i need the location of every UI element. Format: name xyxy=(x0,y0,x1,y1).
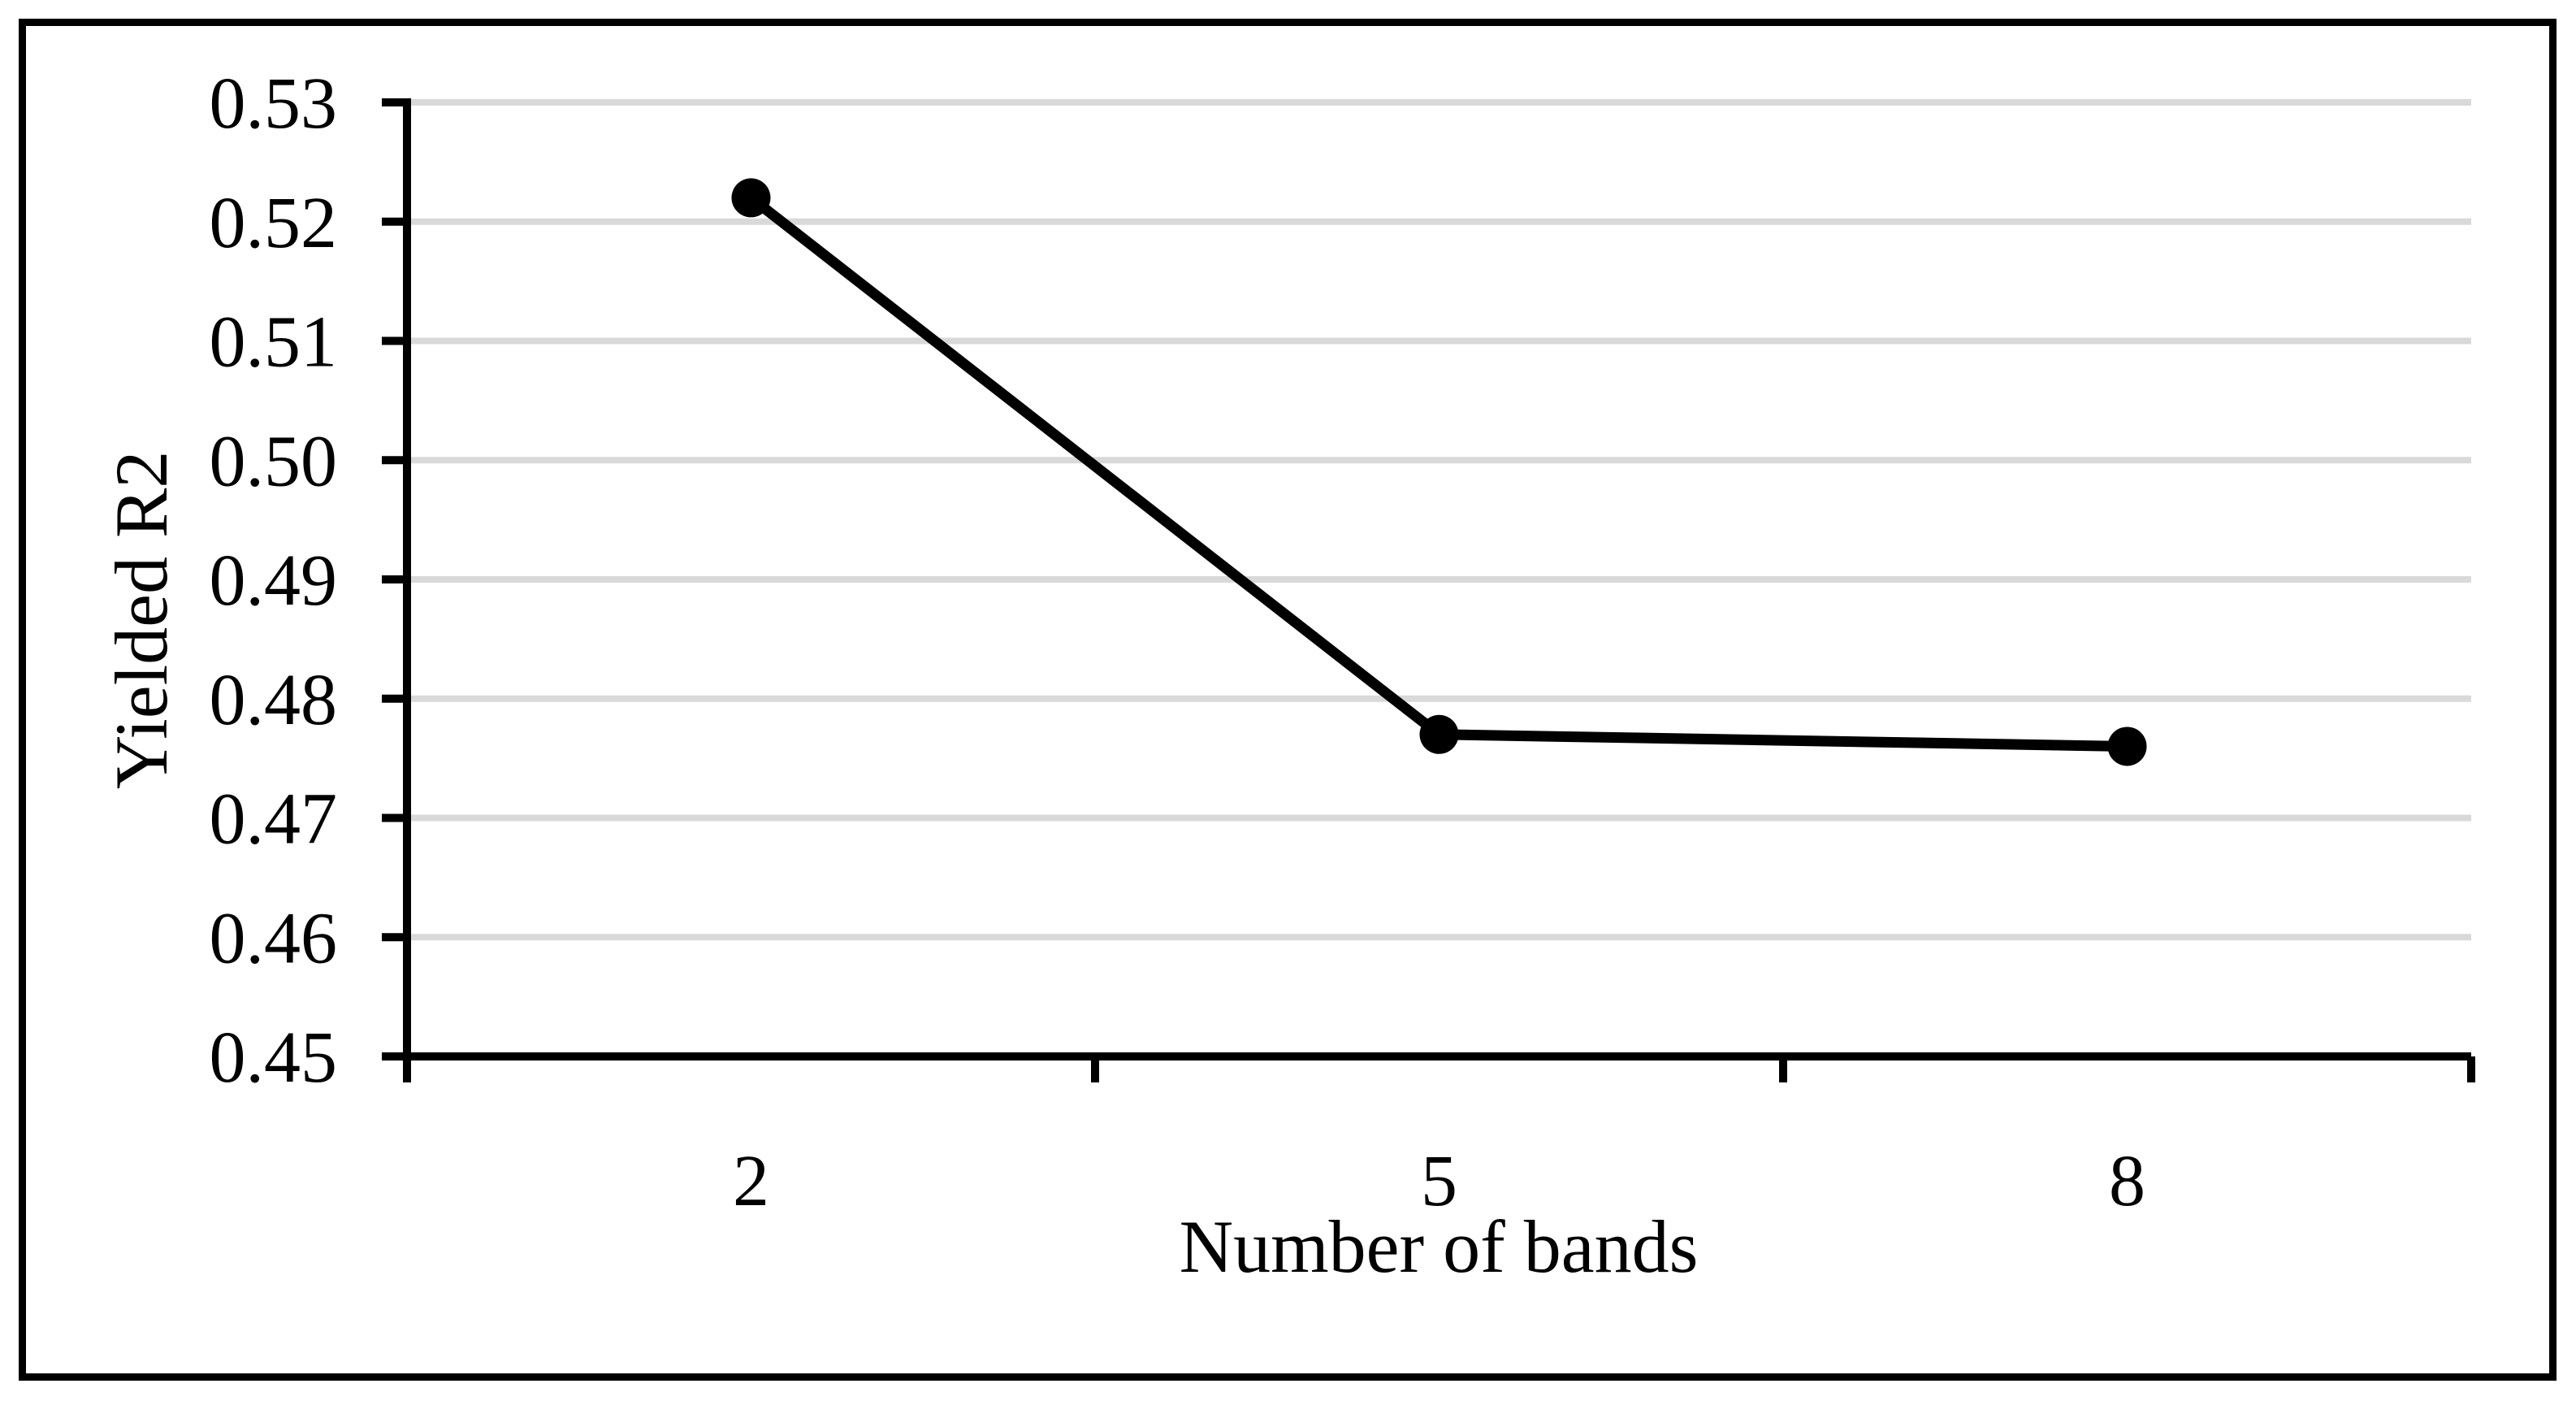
x-tick-label: 2 xyxy=(733,1141,769,1221)
series-line xyxy=(747,193,2128,752)
y-tick-label: 0.52 xyxy=(210,183,338,263)
x-axis-title: Number of bands xyxy=(1179,1205,1699,1288)
data-point-marker xyxy=(731,178,771,218)
axes-group xyxy=(382,98,2475,1082)
tick-labels-group: 0.45 0.46 0.47 0.48 0.49 0.50 0.51 0.52 0.53 2 5 8 xyxy=(210,63,2146,1221)
x-tick-label: 5 xyxy=(1421,1141,1457,1221)
chart-outer-border xyxy=(19,19,2557,1381)
y-tick-label: 0.45 xyxy=(210,1017,338,1098)
y-tick-label: 0.49 xyxy=(210,540,338,621)
y-tick-label: 0.48 xyxy=(210,660,338,740)
data-point-marker xyxy=(2107,727,2147,766)
y-tick-label: 0.51 xyxy=(210,302,338,383)
y-tick-label: 0.47 xyxy=(210,779,338,860)
x-tick-label: 8 xyxy=(2109,1141,2145,1221)
data-point-marker xyxy=(1419,714,1459,754)
y-tick-label: 0.46 xyxy=(210,898,338,978)
gridlines-group xyxy=(407,99,2471,941)
y-axis-title: Yielded R2 xyxy=(100,450,184,790)
data-series-group xyxy=(731,178,2147,766)
y-tick-label: 0.50 xyxy=(210,421,338,501)
y-tick-label: 0.53 xyxy=(210,63,338,144)
